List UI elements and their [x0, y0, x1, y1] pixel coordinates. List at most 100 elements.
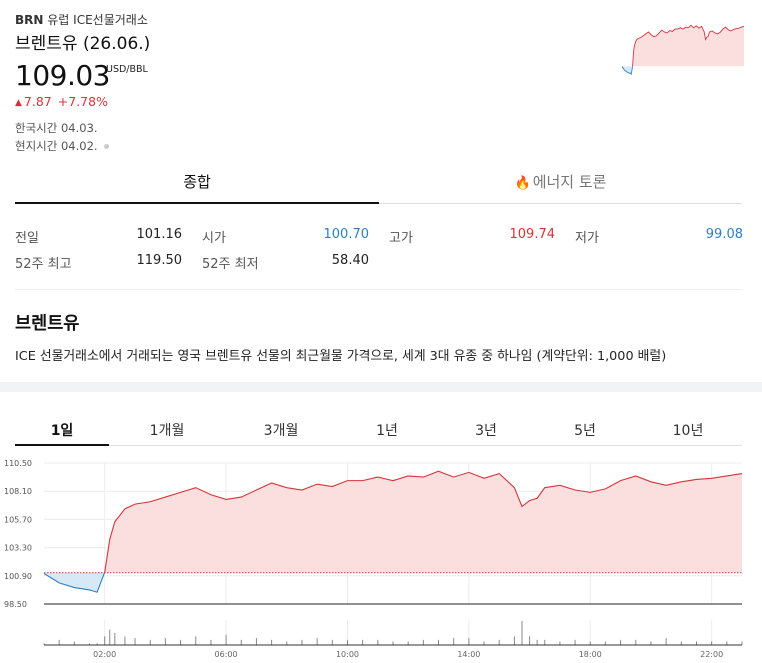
- volume-bar: [498, 639, 500, 645]
- volume-bar: [164, 638, 166, 645]
- volume-bar: [180, 639, 182, 645]
- volume-bar: [271, 639, 273, 645]
- divider: [15, 289, 742, 290]
- description-text: ICE 선물거래소에서 거래되는 영국 브렌트유 선물의 최근월물 가격으로, …: [15, 349, 667, 364]
- section-separator: [0, 382, 762, 392]
- description-title: 브렌트유: [15, 314, 80, 334]
- price-change: ▲ 7.87 +7.78%: [15, 94, 108, 109]
- volume-bar: [711, 641, 713, 645]
- volume-bar: [726, 641, 728, 645]
- price-unit: USD/BBL: [106, 64, 148, 75]
- volume-bar: [695, 641, 697, 645]
- open-value: 100.70: [323, 227, 370, 242]
- volume-bar: [741, 641, 743, 645]
- volume-bar: [589, 641, 591, 645]
- volume-bar: [521, 621, 523, 645]
- volume-bar: [195, 636, 197, 645]
- flame-icon: 🔥: [514, 176, 531, 191]
- triangle-up-icon: ▲: [15, 98, 22, 108]
- period-tab-1y[interactable]: 1년: [376, 423, 398, 439]
- main-tabs: 종합 🔥 에너지 토론: [15, 162, 742, 204]
- volume-bar: [134, 638, 136, 645]
- volume-bar: [650, 641, 652, 645]
- week52-high-label: 52주 최고: [15, 257, 72, 272]
- period-tab-1d[interactable]: 1일: [50, 423, 74, 439]
- volume-bar: [96, 643, 98, 645]
- exchange-line: BRN 유럽 ICE선물거래소: [15, 11, 148, 28]
- period-tabs: 1일 1개월 3개월 1년 3년 5년 10년: [15, 412, 742, 446]
- volume-bar: [316, 638, 318, 645]
- sparkline-area-down: [622, 66, 633, 75]
- volume-bar: [513, 636, 515, 645]
- volume-bar: [377, 639, 379, 645]
- high-value: 109.74: [509, 227, 556, 242]
- volume-bar: [210, 639, 212, 645]
- local-time-row: 현지시간 04.02.: [15, 138, 109, 154]
- y-tick-label: 105.70: [4, 515, 32, 524]
- sparkline-line-up: [632, 24, 744, 67]
- instrument-name: 브렌트유 (26.06.): [15, 34, 151, 54]
- volume-bar: [392, 641, 394, 645]
- tab-summary[interactable]: 종합: [15, 162, 379, 204]
- y-tick-label: 108.10: [4, 487, 32, 496]
- intraday-chart[interactable]: 02:00 06:00 10:00 14:00 18:00 22:00 110.50 108.…: [0, 452, 762, 663]
- tab-energy-discussion[interactable]: 🔥 에너지 토론: [379, 162, 742, 204]
- period-tabs-underline: [15, 445, 742, 446]
- volume-bar: [620, 639, 622, 645]
- area-below-baseline: [44, 572, 105, 593]
- week52-low-label: 52주 최저: [202, 257, 259, 272]
- volume-bar: [124, 636, 126, 645]
- x-tick-label: 02:00: [93, 650, 116, 659]
- volume-bar: [73, 641, 75, 645]
- low-value: 99.08: [705, 227, 743, 242]
- ticker: BRN: [15, 13, 44, 27]
- volume-bar: [255, 638, 257, 645]
- sparkline-chart[interactable]: [618, 20, 744, 88]
- change-percent: +7.78%: [57, 94, 108, 109]
- x-tick-label: 06:00: [215, 650, 238, 659]
- y-tick-label: 98.50: [4, 600, 27, 609]
- x-tick-label: 18:00: [579, 650, 602, 659]
- period-tab-1m[interactable]: 1개월: [149, 423, 185, 439]
- prev-close-label: 전일: [15, 231, 39, 246]
- volume-bar: [58, 639, 60, 645]
- price-line-up: [103, 470, 742, 573]
- low-label: 저가: [575, 231, 599, 246]
- volume-bar: [286, 641, 288, 645]
- volume-bar: [483, 641, 485, 645]
- x-tick-label: 14:00: [457, 650, 480, 659]
- change-value: 7.87: [23, 94, 52, 109]
- volume-bar: [89, 643, 91, 645]
- tab-energy-label: 에너지 토론: [532, 173, 607, 191]
- volume-bar: [604, 641, 606, 645]
- volume-bar: [635, 639, 637, 645]
- x-tick-label: 22:00: [700, 650, 723, 659]
- volume-bar: [665, 638, 667, 645]
- period-tab-10y[interactable]: 10년: [672, 423, 704, 439]
- y-tick-label: 103.30: [4, 544, 32, 553]
- exchange-name: 유럽 ICE선물거래소: [47, 13, 148, 27]
- week52-low-value: 58.40: [331, 253, 369, 268]
- volume-bar: [544, 639, 546, 645]
- volume-bar: [109, 629, 111, 645]
- korea-time: 한국시간 04.03.: [15, 121, 98, 135]
- volume-bar: [225, 634, 227, 645]
- volume-bar: [240, 639, 242, 645]
- period-tab-3y[interactable]: 3년: [475, 423, 497, 439]
- period-tab-5y[interactable]: 5년: [574, 423, 596, 439]
- x-tick-label: 10:00: [336, 650, 359, 659]
- volume-bar: [468, 638, 470, 645]
- volume-bar: [149, 639, 151, 645]
- area-above-baseline: [44, 471, 742, 573]
- volume-bar: [422, 639, 424, 645]
- volume-bar: [43, 643, 45, 645]
- period-tab-3m[interactable]: 3개월: [263, 423, 299, 439]
- volume-bar: [301, 639, 303, 645]
- y-tick-label: 110.50: [4, 459, 32, 468]
- volume-bar: [680, 641, 682, 645]
- status-dot-icon: [103, 144, 109, 149]
- volume-bar: [438, 639, 440, 645]
- volume-bar: [362, 639, 364, 645]
- prev-close-value: 101.16: [136, 227, 183, 242]
